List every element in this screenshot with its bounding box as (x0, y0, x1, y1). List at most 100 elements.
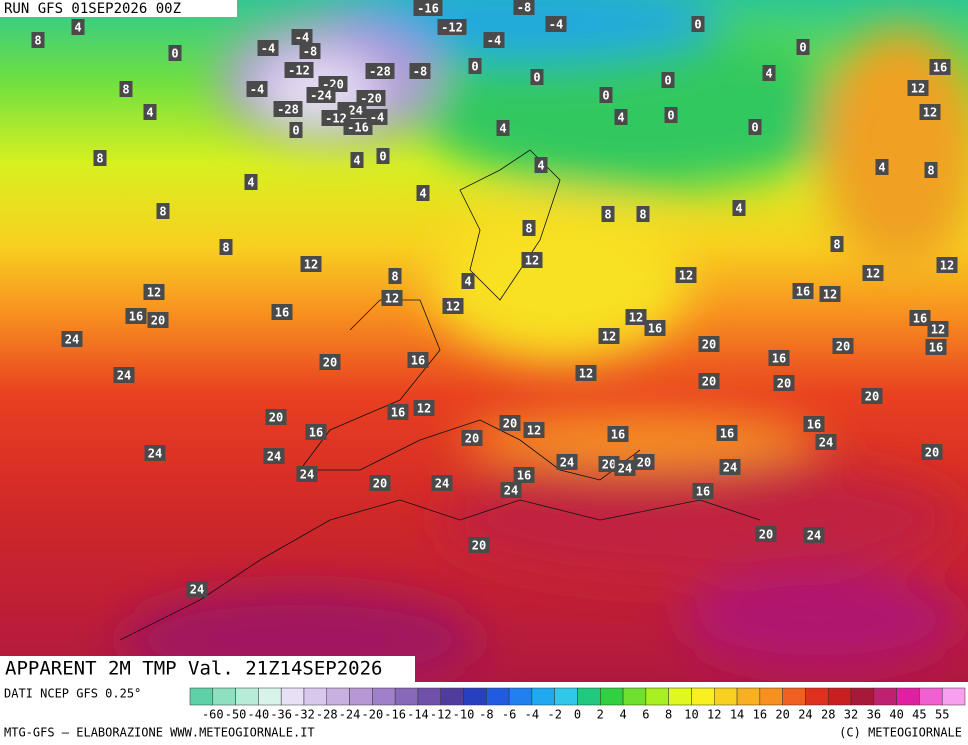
scale-tick-label: 24 (798, 708, 812, 722)
label-box (437, 19, 467, 35)
label-box (815, 434, 837, 450)
map-value: 20 (373, 477, 387, 491)
scale-swatch (394, 687, 419, 706)
header-box (0, 0, 237, 17)
map-value: 4 (878, 161, 885, 175)
scale-tick-label: -10 (453, 708, 475, 722)
label-box (271, 304, 293, 320)
map-value: 8 (34, 34, 41, 48)
label-box (291, 29, 313, 45)
label-box (875, 159, 889, 175)
label-box (500, 482, 522, 498)
label-box (289, 122, 303, 138)
scale-tick-label: 55 (935, 708, 949, 722)
label-box (409, 63, 431, 79)
map-value: 24 (807, 529, 821, 543)
map-value: 0 (799, 41, 806, 55)
map-value: 0 (602, 89, 609, 103)
label-box (156, 203, 170, 219)
label-box (461, 430, 483, 446)
label-box (93, 150, 107, 166)
scale-swatch (280, 687, 305, 706)
map-value: 12 (823, 288, 837, 302)
scale-swatch (850, 687, 875, 706)
scale-swatch (691, 687, 715, 706)
map-value: -4 (261, 42, 275, 56)
scale-swatch (417, 687, 441, 706)
label-box (545, 16, 567, 32)
scale-tick-label: 14 (730, 708, 744, 722)
borders (119, 149, 761, 641)
label-box (350, 152, 364, 168)
scale-tick-label: -24 (339, 708, 361, 722)
map-value: 8 (222, 241, 229, 255)
label-box (556, 454, 578, 470)
map-value: -8 (303, 45, 317, 59)
scale-tick-label: -36 (270, 708, 292, 722)
label-box (755, 526, 777, 542)
map-value: 16 (696, 485, 710, 499)
label-box (832, 338, 854, 354)
label-box (614, 109, 628, 125)
map-value: 20 (925, 446, 939, 460)
label-box (644, 320, 666, 336)
label-box (909, 310, 931, 326)
label-box (468, 537, 490, 553)
map-value: 24 (819, 436, 833, 450)
map-value: 16 (411, 354, 425, 368)
map-value: 20 (865, 390, 879, 404)
map-value: 8 (159, 205, 166, 219)
label-box (633, 454, 655, 470)
map-value: 20 (836, 340, 850, 354)
map-value: 24 (618, 462, 632, 476)
label-box (601, 206, 615, 222)
map-value: 12 (866, 267, 880, 281)
label-box (356, 90, 386, 106)
label-box (599, 87, 613, 103)
scale-tick-label: 2 (597, 708, 604, 722)
map-value: 16 (517, 469, 531, 483)
scale-tick-label: 10 (684, 708, 698, 722)
map-value: 0 (171, 47, 178, 61)
map-value: 12 (940, 259, 954, 273)
map-value: -4 (549, 18, 563, 32)
scale-swatch (258, 687, 282, 706)
scale-tick-label: 8 (665, 708, 672, 722)
label-box (625, 309, 647, 325)
map-value: 24 (267, 450, 281, 464)
label-box (483, 32, 505, 48)
scale-swatch (600, 687, 624, 706)
map-value: 4 (419, 187, 426, 201)
map-value: 16 (929, 341, 943, 355)
label-box (442, 298, 464, 314)
scale-tick-label: 36 (867, 708, 881, 722)
map-value: 20 (759, 528, 773, 542)
map-value: 4 (499, 122, 506, 136)
scale-swatch (554, 687, 578, 706)
label-box (273, 101, 303, 117)
label-box (61, 331, 83, 347)
map-value: 4 (74, 21, 81, 35)
label-box (499, 415, 521, 431)
label-box (661, 72, 675, 88)
label-box (523, 422, 545, 438)
map-value: 20 (151, 314, 165, 328)
map-value: 4 (617, 111, 624, 125)
label-box (614, 460, 636, 476)
map-value: -4 (370, 111, 384, 125)
map-value: 8 (391, 270, 398, 284)
label-box (748, 119, 762, 135)
label-box (300, 256, 322, 272)
map-value: 20 (702, 375, 716, 389)
title-box (0, 656, 415, 683)
scale-tick-label: -12 (430, 708, 452, 722)
map-value: 24 (300, 468, 314, 482)
scale-swatch (896, 687, 920, 706)
label-box (119, 81, 133, 97)
scale-swatch (622, 687, 647, 706)
label-box (125, 308, 147, 324)
scale-swatch (326, 687, 350, 706)
scale-tick-label: -60 (202, 708, 224, 722)
label-box (496, 120, 510, 136)
map-value: 12 (147, 286, 161, 300)
